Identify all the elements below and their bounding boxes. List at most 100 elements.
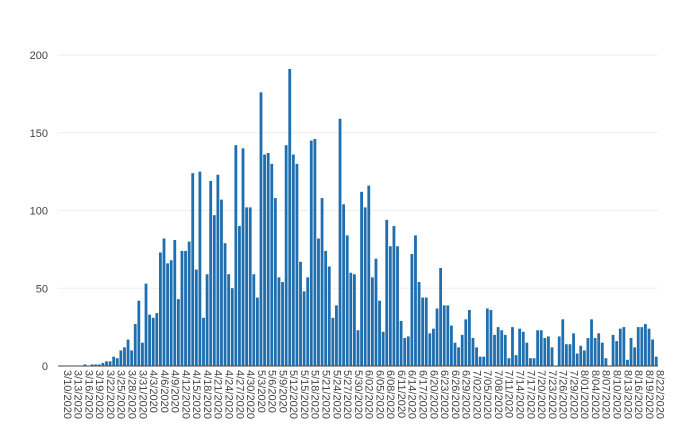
- bar[interactable]: [223, 243, 227, 366]
- bar[interactable]: [399, 320, 403, 366]
- bar[interactable]: [137, 300, 141, 366]
- bar[interactable]: [273, 198, 277, 366]
- bar[interactable]: [356, 330, 360, 366]
- bar[interactable]: [622, 327, 626, 367]
- bar[interactable]: [374, 258, 378, 366]
- bar[interactable]: [327, 266, 331, 366]
- bar[interactable]: [644, 324, 647, 366]
- bar[interactable]: [547, 336, 550, 366]
- bar[interactable]: [442, 305, 446, 366]
- bar[interactable]: [288, 69, 292, 366]
- bar[interactable]: [105, 361, 108, 366]
- bar[interactable]: [259, 92, 263, 366]
- bar[interactable]: [97, 364, 101, 366]
- bar[interactable]: [586, 338, 590, 366]
- bar[interactable]: [320, 198, 324, 366]
- bar[interactable]: [396, 246, 399, 366]
- bar[interactable]: [518, 328, 522, 366]
- bar[interactable]: [460, 334, 464, 366]
- bar[interactable]: [309, 140, 313, 366]
- bar[interactable]: [252, 274, 256, 366]
- bar[interactable]: [169, 260, 173, 366]
- bar[interactable]: [432, 328, 435, 366]
- bar[interactable]: [514, 355, 518, 366]
- bar[interactable]: [568, 344, 572, 366]
- bar[interactable]: [392, 226, 396, 366]
- bar[interactable]: [108, 361, 112, 366]
- bar[interactable]: [241, 148, 245, 366]
- bar[interactable]: [640, 327, 644, 367]
- bar[interactable]: [485, 308, 489, 366]
- bar[interactable]: [295, 163, 299, 366]
- bar[interactable]: [543, 338, 547, 366]
- bar[interactable]: [600, 342, 604, 366]
- bar[interactable]: [414, 235, 417, 366]
- bar[interactable]: [281, 282, 284, 366]
- bar[interactable]: [162, 238, 166, 366]
- bar[interactable]: [331, 317, 335, 366]
- bar[interactable]: [503, 334, 507, 366]
- bar[interactable]: [349, 272, 353, 366]
- bar[interactable]: [324, 250, 328, 366]
- bar[interactable]: [615, 341, 619, 366]
- bar[interactable]: [403, 338, 407, 366]
- bar[interactable]: [550, 347, 554, 366]
- bar[interactable]: [270, 163, 274, 366]
- bar[interactable]: [230, 288, 234, 366]
- bar[interactable]: [173, 240, 177, 366]
- bar[interactable]: [582, 350, 586, 366]
- bar[interactable]: [205, 274, 209, 366]
- bar[interactable]: [360, 191, 363, 366]
- bar[interactable]: [464, 319, 468, 366]
- bar[interactable]: [482, 356, 486, 366]
- bar[interactable]: [457, 347, 460, 366]
- bar[interactable]: [604, 358, 608, 366]
- bar[interactable]: [475, 347, 478, 366]
- bar[interactable]: [245, 207, 249, 366]
- bar[interactable]: [234, 145, 238, 366]
- bar[interactable]: [618, 328, 622, 366]
- bar[interactable]: [532, 358, 536, 366]
- bar[interactable]: [507, 358, 511, 366]
- bar[interactable]: [184, 250, 187, 366]
- bar[interactable]: [450, 325, 453, 366]
- bar[interactable]: [212, 215, 216, 366]
- bar[interactable]: [306, 277, 310, 366]
- bar[interactable]: [148, 314, 152, 366]
- bar[interactable]: [370, 277, 374, 366]
- bar[interactable]: [651, 339, 655, 366]
- bar[interactable]: [302, 291, 306, 366]
- bar[interactable]: [291, 154, 295, 366]
- bar[interactable]: [115, 358, 119, 366]
- bar[interactable]: [202, 317, 205, 366]
- bar[interactable]: [342, 204, 346, 366]
- bar[interactable]: [593, 338, 597, 366]
- bar[interactable]: [238, 226, 241, 366]
- bar[interactable]: [521, 331, 525, 366]
- bar[interactable]: [216, 174, 220, 366]
- bar[interactable]: [406, 336, 410, 366]
- bar[interactable]: [626, 359, 629, 366]
- bar[interactable]: [198, 171, 202, 367]
- bar[interactable]: [575, 353, 579, 366]
- bar[interactable]: [130, 350, 134, 366]
- bar[interactable]: [446, 305, 450, 366]
- bar[interactable]: [378, 300, 381, 366]
- bar[interactable]: [277, 277, 281, 366]
- bar[interactable]: [381, 331, 385, 366]
- bar[interactable]: [647, 328, 651, 366]
- bar[interactable]: [388, 246, 392, 366]
- bar[interactable]: [424, 297, 428, 366]
- bar[interactable]: [220, 199, 223, 366]
- bar[interactable]: [597, 333, 601, 366]
- bar[interactable]: [611, 334, 615, 366]
- bar[interactable]: [256, 297, 259, 366]
- bar[interactable]: [453, 342, 457, 366]
- bar[interactable]: [471, 338, 475, 366]
- bar[interactable]: [654, 356, 658, 366]
- bar[interactable]: [421, 297, 425, 366]
- bar[interactable]: [557, 336, 561, 366]
- bar[interactable]: [335, 305, 338, 366]
- bar[interactable]: [410, 254, 414, 366]
- bar[interactable]: [227, 274, 231, 366]
